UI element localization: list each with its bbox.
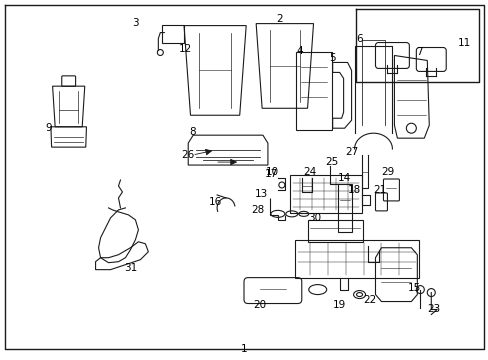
Text: 5: 5 (329, 54, 335, 63)
Text: 14: 14 (337, 173, 350, 183)
Text: 11: 11 (457, 37, 470, 48)
Text: 17: 17 (264, 169, 278, 179)
Text: 8: 8 (188, 127, 195, 137)
Text: 26: 26 (181, 150, 194, 160)
Text: 16: 16 (208, 197, 221, 207)
Bar (307, 220, 362, 242)
Text: 19: 19 (332, 300, 346, 310)
Bar (337, 184, 351, 232)
Text: 23: 23 (427, 305, 440, 315)
Bar (294, 240, 419, 278)
Text: 2: 2 (276, 14, 283, 24)
Text: 24: 24 (303, 167, 316, 177)
Text: 9: 9 (45, 123, 52, 133)
Text: 22: 22 (362, 294, 375, 305)
Text: 28: 28 (251, 205, 264, 215)
Text: 31: 31 (123, 263, 137, 273)
Bar (162, 24, 184, 42)
Text: 29: 29 (380, 167, 393, 177)
Text: 20: 20 (253, 300, 266, 310)
Text: 27: 27 (344, 147, 358, 157)
Text: 4: 4 (296, 45, 303, 55)
Text: 13: 13 (255, 189, 268, 199)
Text: 3: 3 (132, 18, 139, 28)
Text: 15: 15 (407, 283, 420, 293)
Text: 12: 12 (178, 44, 191, 54)
Text: 10: 10 (265, 167, 278, 177)
Text: 1: 1 (240, 345, 247, 354)
Text: 18: 18 (347, 185, 361, 195)
Text: 21: 21 (372, 185, 386, 195)
Text: 25: 25 (325, 157, 338, 167)
Text: 6: 6 (356, 33, 362, 44)
Bar (289, 175, 361, 213)
Text: 30: 30 (307, 213, 321, 223)
Text: 7: 7 (415, 48, 422, 58)
